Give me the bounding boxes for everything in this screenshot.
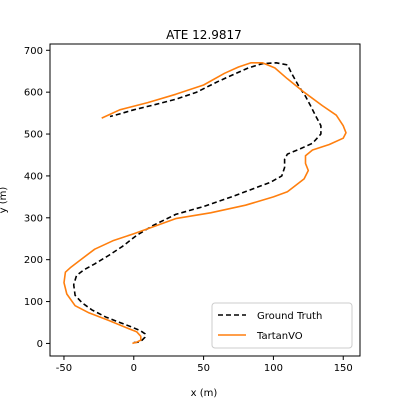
x-tick-label: -50 [56,363,72,374]
legend: Ground Truth TartanVO [211,302,353,349]
plot-frame [49,43,361,357]
legend-label-tartanvo: TartanVO [256,331,303,342]
series-line-tartanvo [63,61,347,345]
series-lines [63,61,347,345]
legend-box [211,302,353,349]
legend-label-ground-truth: Ground Truth [257,311,322,322]
y-tick-label: 500 [24,130,43,141]
x-tick-label: 100 [264,363,283,374]
x-tick-label: 0 [131,363,137,374]
y-tick-label: 600 [24,88,43,99]
x-axis-ticks: -50 0 50 100 150 [56,356,353,374]
y-tick-label: 300 [24,213,43,224]
y-tick-label: 400 [24,171,43,182]
y-tick-label: 100 [24,297,43,308]
y-axis-ticks: 0 100 200 300 400 500 600 700 [24,46,50,350]
y-tick-label: 0 [37,339,43,350]
y-tick-label: 700 [24,46,43,57]
plot-area [49,43,361,357]
y-axis-label: y (m) [0,187,9,214]
series-line-ground-truth [72,61,322,344]
x-axis-label: x (m) [191,388,218,399]
x-tick-label: 50 [197,363,210,374]
x-tick-label: 150 [334,363,353,374]
y-tick-label: 200 [24,255,43,266]
chart-title: ATE 12.9817 [166,28,242,42]
